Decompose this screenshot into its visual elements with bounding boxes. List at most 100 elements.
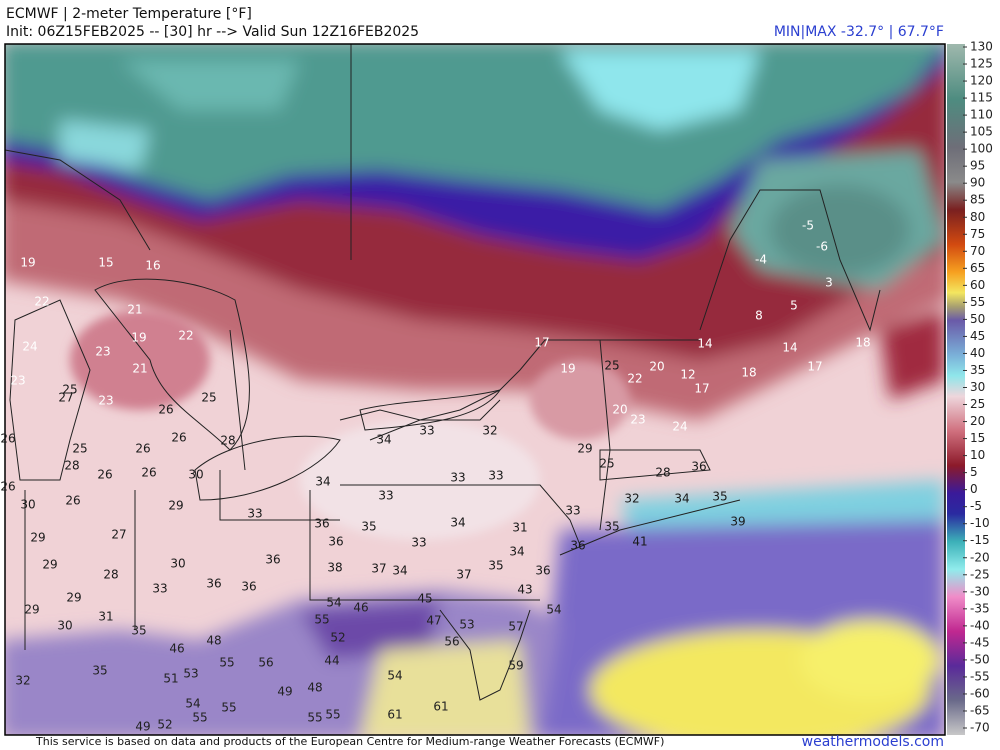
colorbar-label: 50 [970,312,985,326]
station-value: 21 [127,303,142,317]
station-value: 54 [546,603,561,617]
colorbar-label: 105 [970,125,993,139]
station-value: 52 [330,631,345,645]
station-value: 56 [258,656,273,670]
station-value: 33 [247,507,262,521]
colorbar-label: 55 [970,295,985,309]
station-value: 32 [482,424,497,438]
station-value: 12 [680,368,695,382]
station-value: 54 [326,596,341,610]
station-value: 36 [535,564,550,578]
station-value: 28 [220,434,235,448]
station-value: 34 [450,516,465,530]
station-value: 55 [307,711,322,725]
station-value: 25 [62,383,77,397]
colorbar-label: -5 [970,499,982,513]
colorbar-label: 5 [970,465,978,479]
station-value: 48 [307,681,322,695]
station-value: -6 [816,240,828,254]
station-value: 19 [131,331,146,345]
colorbar-label: 40 [970,346,985,360]
station-value: 35 [712,490,727,504]
station-value: 49 [135,720,150,734]
station-value: 32 [15,674,30,688]
station-value: 23 [10,374,25,388]
colorbar-label: 130 [970,40,993,54]
colorbar-ticks: 1301251201151101051009590858075706560555… [963,40,993,735]
station-value: 25 [201,391,216,405]
colorbar-label: 20 [970,414,985,428]
station-value: 34 [315,475,330,489]
station-value: 55 [325,708,340,722]
station-value: 26 [135,442,150,456]
station-value: 26 [97,468,112,482]
station-value: 43 [517,583,532,597]
station-value: 29 [30,531,45,545]
station-value: 33 [419,424,434,438]
station-value: 18 [855,336,870,350]
station-value: 51 [163,672,178,686]
colorbar-label: 80 [970,210,985,224]
station-value: 30 [57,619,72,633]
station-value: 26 [141,466,156,480]
station-value: 35 [488,559,503,573]
colorbar-label: -65 [970,703,990,717]
station-value: 35 [131,624,146,638]
colorbar-label: 70 [970,244,985,258]
station-value: 31 [512,521,527,535]
colorbar-label: 10 [970,448,985,462]
colorbar-label: 65 [970,261,985,275]
station-value: 19 [560,362,575,376]
station-value: 30 [188,468,203,482]
station-value: 38 [327,561,342,575]
station-value: 52 [157,718,172,732]
station-value: 54 [185,697,200,711]
station-value: 46 [353,601,368,615]
station-value: 61 [387,708,402,722]
colorbar-label: -35 [970,601,990,615]
colorbar-label: -50 [970,652,990,666]
station-value: 17 [534,336,549,350]
station-value: 55 [192,711,207,725]
station-value: 33 [565,504,580,518]
colorbar-label: 95 [970,159,985,173]
colorbar-label: -70 [970,721,990,735]
colorbar-label: 0 [970,482,978,496]
station-value: 26 [0,480,15,494]
station-value: 24 [22,340,37,354]
station-value: 31 [98,610,113,624]
station-value: 29 [24,603,39,617]
station-value: 33 [378,489,393,503]
station-value: 30 [20,498,35,512]
station-value: 45 [417,592,432,606]
station-value: 5 [790,299,798,313]
boundaries [5,44,881,701]
station-value: 20 [612,403,627,417]
station-value: 36 [241,580,256,594]
station-value: 28 [655,466,670,480]
station-value: 24 [672,420,687,434]
station-value: 15 [98,256,113,270]
station-value: 18 [741,366,756,380]
station-value: 25 [604,359,619,373]
station-value: 29 [42,558,57,572]
station-value: 36 [314,517,329,531]
station-value: 33 [450,471,465,485]
station-value: 56 [444,635,459,649]
station-value: 36 [570,539,585,553]
station-value: 8 [755,309,763,323]
station-value: 26 [65,494,80,508]
station-value: 36 [691,460,706,474]
station-value: 14 [697,337,712,351]
station-value: 3 [825,276,833,290]
station-value: 57 [508,620,523,634]
station-value: 36 [265,553,280,567]
station-value: 39 [730,515,745,529]
station-value: 27 [58,391,73,405]
station-value: 55 [314,613,329,627]
station-value: 46 [169,642,184,656]
station-value: 55 [219,656,234,670]
station-value: 34 [392,564,407,578]
